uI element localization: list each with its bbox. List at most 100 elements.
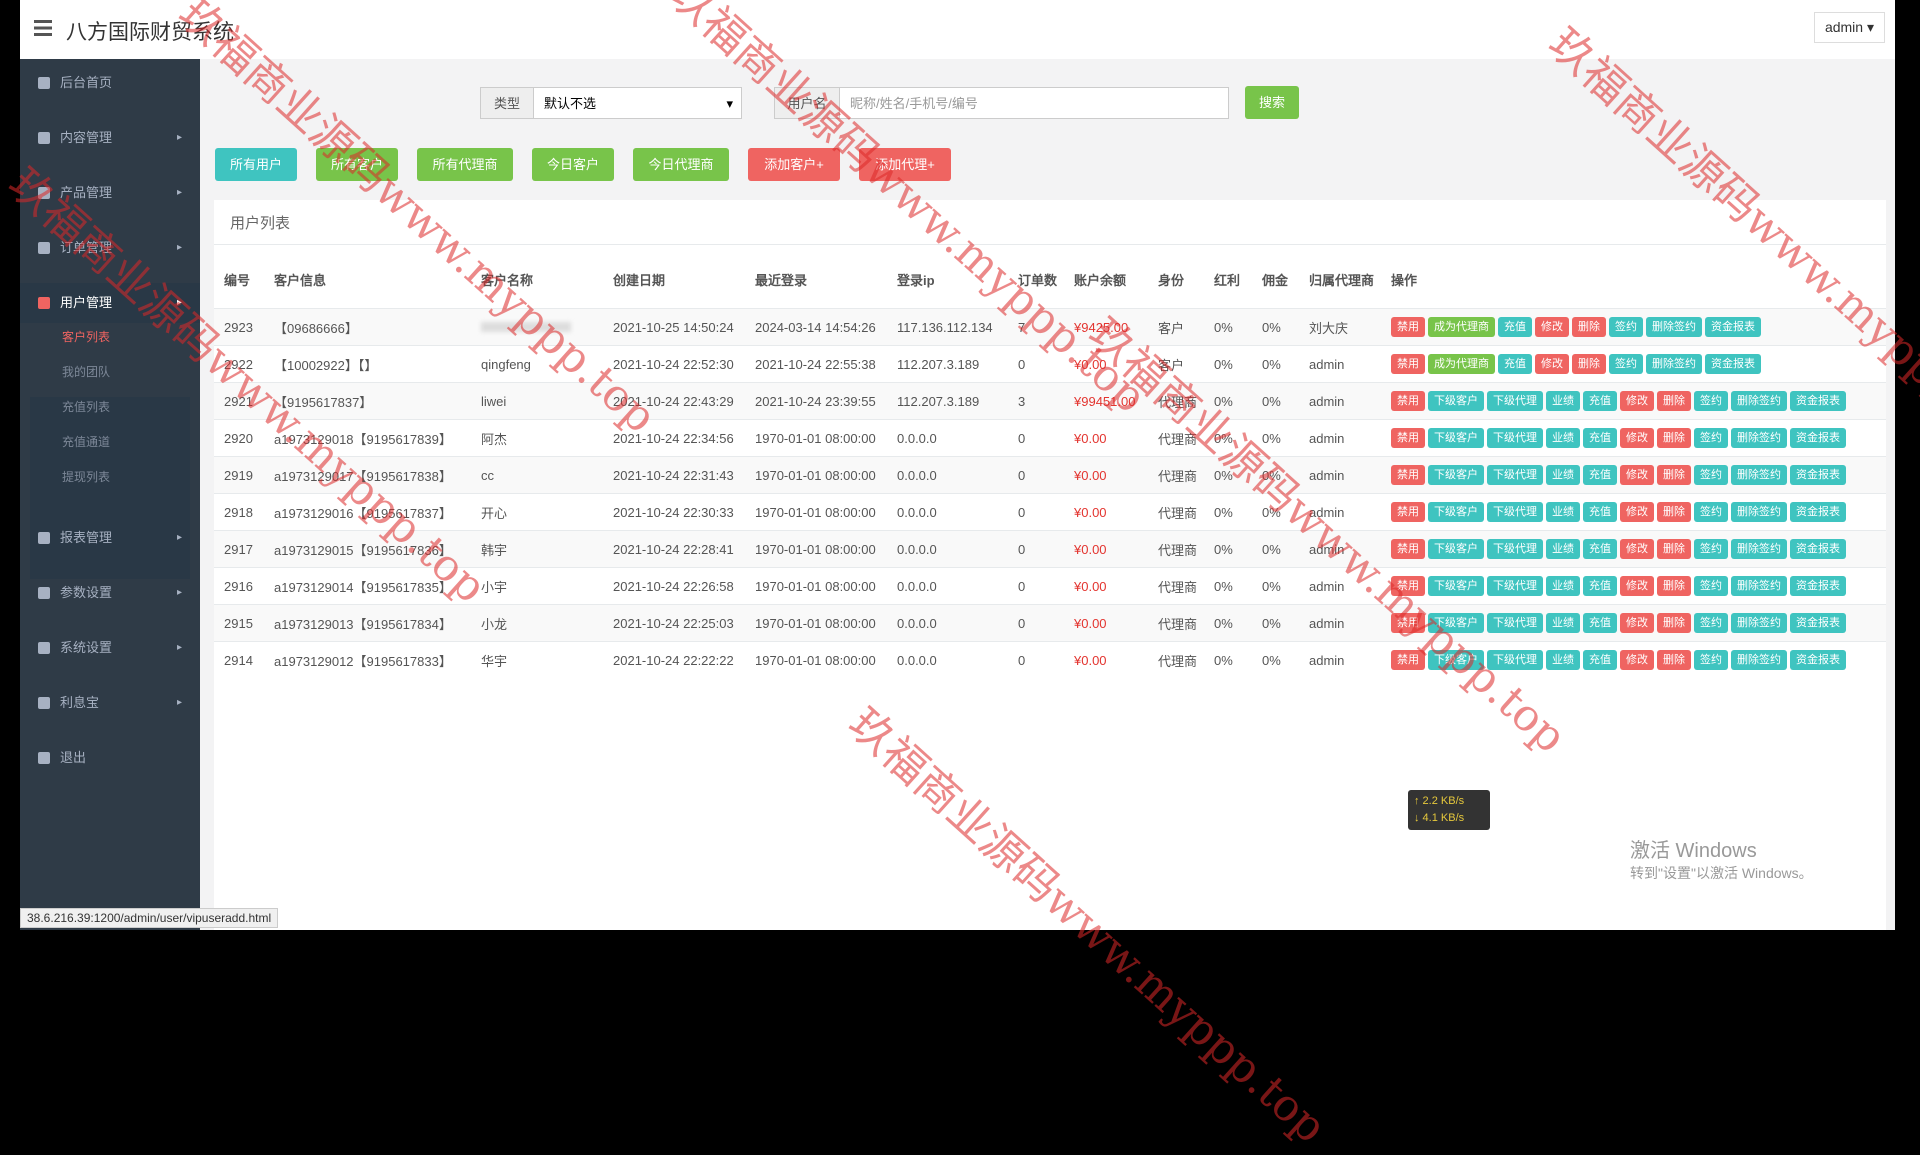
action-button[interactable]: 修改 (1620, 539, 1654, 559)
menu-label[interactable]: 利息宝 (60, 695, 100, 710)
action-button[interactable]: 修改 (1535, 317, 1569, 337)
action-button[interactable]: 下级代理 (1487, 539, 1543, 559)
action-button[interactable]: 业绩 (1546, 428, 1580, 448)
action-button[interactable]: 资金报表 (1705, 354, 1761, 374)
menu-item[interactable]: 订单管理 ▸ (20, 228, 200, 268)
menu-item[interactable]: 产品管理 ▸ (20, 173, 200, 213)
action-button[interactable]: 业绩 (1546, 391, 1580, 411)
submenu-item[interactable]: 提现列表 (62, 470, 111, 484)
action-button[interactable]: 下级代理 (1487, 502, 1543, 522)
action-button[interactable]: 修改 (1620, 650, 1654, 670)
action-button[interactable]: 修改 (1620, 502, 1654, 522)
action-button[interactable]: 修改 (1620, 465, 1654, 485)
name-input[interactable]: 昵称/姓名/手机号/编号 (839, 87, 1229, 119)
action-button[interactable]: 禁用 (1391, 391, 1425, 411)
action-button[interactable]: 删除签约 (1731, 465, 1787, 485)
action-button[interactable]: 删除 (1657, 539, 1691, 559)
action-button[interactable]: 禁用 (1391, 502, 1425, 522)
action-button[interactable]: 下级客户 (1428, 650, 1484, 670)
action-button[interactable]: 删除签约 (1731, 391, 1787, 411)
action-button[interactable]: 业绩 (1546, 502, 1580, 522)
type-select[interactable]: 默认不选 ▾ (533, 87, 742, 119)
action-button[interactable]: 充值 (1583, 428, 1617, 448)
action-button[interactable]: 删除签约 (1731, 502, 1787, 522)
type-value[interactable]: 默认不选 (544, 96, 597, 111)
menu-label[interactable]: 系统设置 (60, 640, 113, 655)
action-button[interactable]: 删除 (1657, 502, 1691, 522)
menu-item[interactable]: 用户管理 ▸ (20, 283, 200, 323)
action-button[interactable]: 下级代理 (1487, 650, 1543, 670)
action-button[interactable]: 禁用 (1391, 576, 1425, 596)
action-button[interactable]: 签约 (1609, 317, 1643, 337)
action-button[interactable]: 删除签约 (1646, 317, 1702, 337)
filter-button[interactable]: 今日代理商 (633, 148, 729, 181)
action-button[interactable]: 删除 (1572, 354, 1606, 374)
action-button[interactable]: 下级客户 (1428, 391, 1484, 411)
action-button[interactable]: 删除签约 (1646, 354, 1702, 374)
action-button[interactable]: 业绩 (1546, 613, 1580, 633)
user-name[interactable]: admin (1824, 19, 1864, 35)
action-button[interactable]: 资金报表 (1790, 576, 1846, 596)
action-button[interactable]: 下级代理 (1487, 613, 1543, 633)
action-button[interactable]: 删除 (1657, 391, 1691, 411)
action-button[interactable]: 删除 (1657, 576, 1691, 596)
action-button[interactable]: 签约 (1694, 391, 1728, 411)
action-button[interactable]: 禁用 (1391, 428, 1425, 448)
action-button[interactable]: 下级代理 (1487, 576, 1543, 596)
filter-button[interactable]: 今日客户 (532, 148, 614, 181)
action-button[interactable]: 资金报表 (1790, 391, 1846, 411)
action-button[interactable]: 删除 (1657, 613, 1691, 633)
action-button[interactable]: 禁用 (1391, 465, 1425, 485)
action-button[interactable]: 充值 (1583, 465, 1617, 485)
filter-button[interactable]: 添加客户+ (748, 148, 840, 181)
action-button[interactable]: 删除 (1572, 317, 1606, 337)
action-button[interactable]: 删除签约 (1731, 539, 1787, 559)
action-button[interactable]: 充值 (1583, 391, 1617, 411)
menu-label[interactable]: 报表管理 (60, 530, 113, 545)
action-button[interactable]: 业绩 (1546, 576, 1580, 596)
action-button[interactable]: 业绩 (1546, 539, 1580, 559)
action-button[interactable]: 资金报表 (1790, 539, 1846, 559)
submenu-item[interactable]: 充值列表 (62, 400, 111, 414)
menu-item[interactable]: 利息宝 ▸ (20, 683, 200, 723)
filter-button[interactable]: 所有用户 (215, 148, 297, 181)
action-button[interactable]: 禁用 (1391, 354, 1425, 374)
action-button[interactable]: 删除 (1657, 465, 1691, 485)
search-button[interactable]: 搜索 (1245, 86, 1299, 119)
action-button[interactable]: 下级客户 (1428, 613, 1484, 633)
action-button[interactable]: 下级代理 (1487, 391, 1543, 411)
action-button[interactable]: 充值 (1583, 539, 1617, 559)
action-button[interactable]: 充值 (1583, 613, 1617, 633)
action-button[interactable]: 修改 (1620, 428, 1654, 448)
menu-label[interactable]: 参数设置 (60, 585, 113, 600)
action-button[interactable]: 下级代理 (1487, 428, 1543, 448)
submenu-item[interactable]: 客户列表 (62, 330, 111, 344)
action-button[interactable]: 充值 (1583, 502, 1617, 522)
action-button[interactable]: 资金报表 (1790, 428, 1846, 448)
action-button[interactable]: 禁用 (1391, 613, 1425, 633)
action-button[interactable]: 资金报表 (1705, 317, 1761, 337)
action-button[interactable]: 删除签约 (1731, 428, 1787, 448)
menu-label[interactable]: 订单管理 (60, 240, 113, 255)
action-button[interactable]: 删除签约 (1731, 576, 1787, 596)
menu-item[interactable]: 退出 (20, 738, 200, 778)
action-button[interactable]: 下级代理 (1487, 465, 1543, 485)
action-button[interactable]: 修改 (1535, 354, 1569, 374)
action-button[interactable]: 资金报表 (1790, 650, 1846, 670)
filter-button[interactable]: 所有代理商 (417, 148, 513, 181)
menu-label[interactable]: 退出 (60, 750, 87, 765)
action-button[interactable]: 业绩 (1546, 465, 1580, 485)
menu-label[interactable]: 产品管理 (60, 185, 113, 200)
action-button[interactable]: 禁用 (1391, 539, 1425, 559)
action-button[interactable]: 业绩 (1546, 650, 1580, 670)
action-button[interactable]: 资金报表 (1790, 502, 1846, 522)
action-button[interactable]: 签约 (1694, 502, 1728, 522)
filter-button[interactable]: 所有客户 (316, 148, 398, 181)
action-button[interactable]: 下级客户 (1428, 502, 1484, 522)
action-button[interactable]: 充值 (1498, 354, 1532, 374)
filter-button[interactable]: 添加代理+ (859, 148, 951, 181)
action-button[interactable]: 签约 (1694, 576, 1728, 596)
action-button[interactable]: 下级客户 (1428, 539, 1484, 559)
action-button[interactable]: 删除签约 (1731, 613, 1787, 633)
action-button[interactable]: 删除 (1657, 650, 1691, 670)
